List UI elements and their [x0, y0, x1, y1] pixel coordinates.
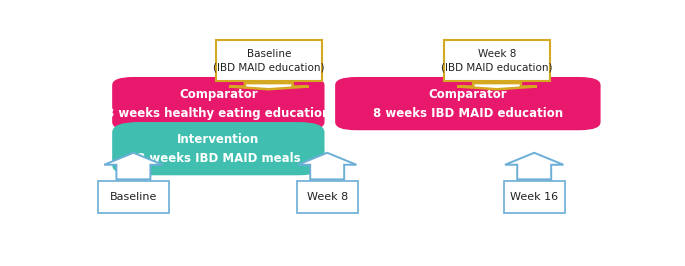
Polygon shape [104, 153, 162, 179]
Polygon shape [458, 83, 537, 89]
Bar [503, 181, 564, 213]
Polygon shape [298, 153, 356, 179]
Bar [297, 181, 358, 213]
Text: Baseline: Baseline [110, 192, 157, 202]
Text: Baseline
(IBD MAID education): Baseline (IBD MAID education) [213, 49, 325, 73]
Polygon shape [229, 83, 308, 89]
FancyBboxPatch shape [112, 77, 325, 130]
Text: Intervention
8 weeks IBD MAID meals: Intervention 8 weeks IBD MAID meals [136, 133, 300, 165]
Bar [444, 40, 550, 81]
Bar [97, 181, 169, 213]
Bar [216, 40, 322, 81]
FancyBboxPatch shape [112, 122, 325, 175]
FancyBboxPatch shape [335, 77, 601, 130]
Text: Week 8
(IBD MAID education): Week 8 (IBD MAID education) [441, 49, 553, 73]
Text: Comparator
8 weeks healthy eating education: Comparator 8 weeks healthy eating educat… [106, 88, 331, 120]
Text: Week 16: Week 16 [510, 192, 558, 202]
Polygon shape [505, 153, 563, 179]
Text: Comparator
8 weeks IBD MAID education: Comparator 8 weeks IBD MAID education [373, 88, 563, 120]
Text: Week 8: Week 8 [307, 192, 348, 202]
